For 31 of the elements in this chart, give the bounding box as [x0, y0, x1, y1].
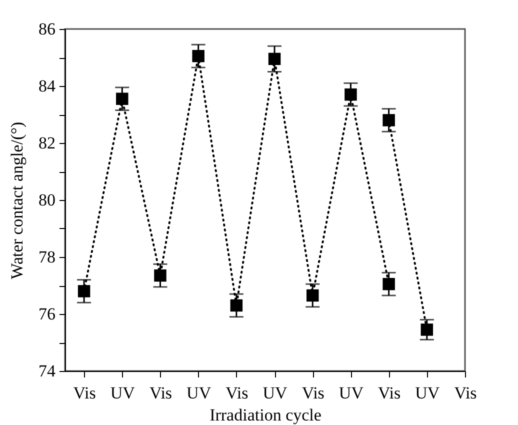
point — [344, 88, 357, 101]
point — [192, 50, 204, 62]
x-tick-label: Vis — [149, 384, 172, 402]
y-tick-label: 80 — [38, 190, 56, 210]
point — [382, 278, 395, 290]
x-tick-label: Vis — [454, 384, 477, 402]
point — [268, 52, 281, 66]
point — [306, 289, 319, 302]
y-tick-label: 82 — [38, 134, 56, 152]
x-tick-label: UV — [338, 384, 364, 402]
x-tick-label: UV — [262, 384, 288, 402]
x-tick-label: UV — [110, 384, 136, 402]
point — [116, 92, 128, 105]
x-tick-label: Vis — [73, 384, 96, 402]
y-axis-title: Water contact angle/(°) — [8, 122, 26, 280]
x-axis-title: Irradiation cycle — [210, 406, 322, 424]
y-tick-label: 76 — [38, 304, 56, 324]
point — [382, 114, 395, 126]
point — [154, 269, 166, 282]
y-tick-label: 86 — [38, 20, 56, 38]
point — [78, 285, 90, 298]
point — [420, 324, 434, 336]
x-tick-label: Vis — [378, 384, 401, 402]
point — [230, 299, 243, 312]
y-tick-label: 74 — [38, 362, 56, 380]
y-tick-label: 78 — [38, 248, 56, 266]
x-tick-label: Vis — [302, 384, 324, 402]
x-tick-label: UV — [415, 384, 440, 402]
x-tick-label: UV — [186, 384, 212, 402]
y-tick-label: 84 — [38, 76, 56, 96]
x-tick-label: Vis — [226, 384, 248, 402]
